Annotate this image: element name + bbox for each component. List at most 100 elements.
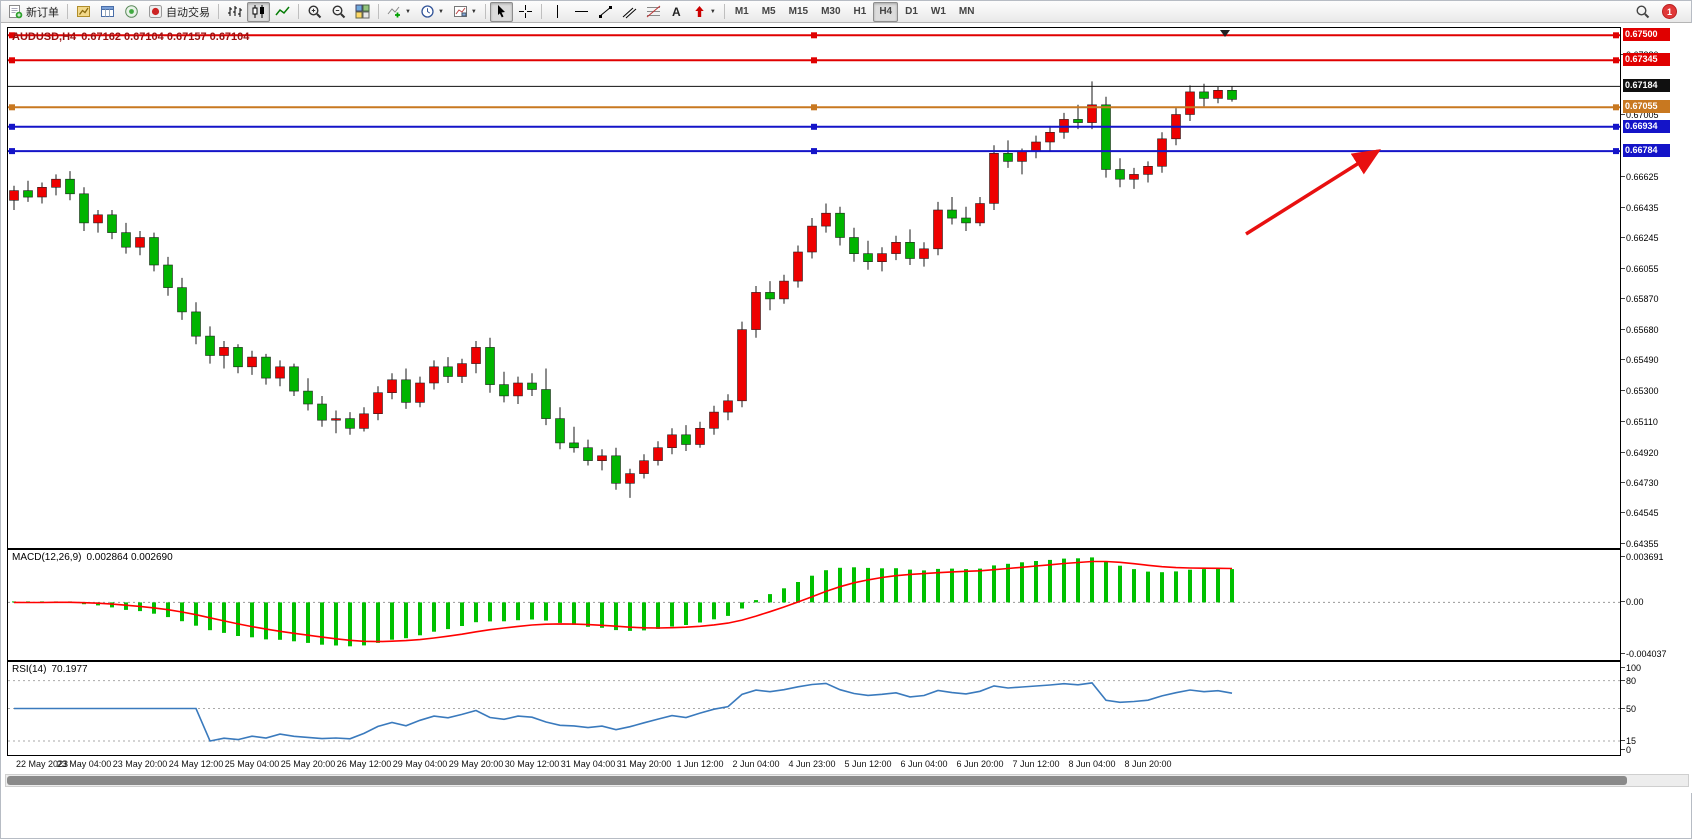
candle — [975, 197, 985, 227]
line-handle[interactable] — [811, 57, 817, 64]
candle — [1031, 135, 1041, 159]
candle — [667, 428, 677, 455]
candle — [191, 302, 201, 345]
line-handle[interactable] — [1613, 123, 1619, 130]
timeframe-m5[interactable]: M5 — [761, 6, 776, 17]
autotrading-label: 自动交易 — [166, 6, 210, 19]
zoom-out-button[interactable] — [327, 2, 350, 22]
line-handle[interactable] — [1613, 104, 1619, 111]
candle — [807, 218, 817, 259]
horizontal-line[interactable] — [8, 57, 1620, 64]
notification-badge[interactable]: 1 — [1662, 4, 1677, 19]
market-watch-button[interactable] — [72, 2, 95, 22]
vertical-line-tool[interactable] — [546, 2, 569, 22]
candlestick-chart-button[interactable] — [247, 1, 270, 22]
price-line-label: 0.67500 — [1623, 28, 1670, 41]
line-handle[interactable] — [1613, 148, 1619, 155]
price-tick: 0.65490 — [1621, 355, 1659, 365]
candle — [1199, 83, 1209, 107]
macd-chart[interactable] — [8, 550, 1620, 660]
timeframe-m15[interactable]: M15 — [788, 6, 809, 17]
timeframe-m1[interactable]: M1 — [734, 6, 749, 17]
timeframe-mn[interactable]: MN — [958, 6, 975, 17]
periods-button[interactable]: ▼ — [416, 2, 448, 22]
candle — [751, 286, 761, 338]
trendline-tool[interactable] — [594, 2, 617, 22]
candle — [37, 182, 47, 204]
candle — [625, 468, 635, 498]
candle — [163, 256, 173, 296]
candle — [877, 247, 887, 272]
time-label: 22 May 2023 — [15, 759, 69, 769]
time-label: 6 Jun 04:00 — [900, 759, 948, 769]
candle — [1143, 161, 1153, 183]
arrows-tool[interactable]: ▼ — [688, 2, 720, 22]
line-handle[interactable] — [1613, 32, 1619, 39]
text-tool[interactable]: A — [666, 2, 687, 22]
rsi-axis-label: 80 — [1620, 676, 1637, 686]
candle — [541, 368, 551, 426]
line-handle[interactable] — [9, 123, 15, 130]
channel-tool[interactable] — [618, 2, 641, 22]
line-handle[interactable] — [811, 32, 817, 39]
cursor-button[interactable] — [489, 1, 513, 22]
data-window-button[interactable] — [96, 2, 119, 22]
macd-values: 0.002864 0.002690 — [86, 552, 173, 563]
indicators-button[interactable]: ▼ — [383, 2, 415, 22]
candle — [1045, 125, 1055, 152]
bar-chart-button[interactable] — [223, 2, 246, 22]
zoom-in-button[interactable] — [303, 2, 326, 22]
horizontal-line[interactable] — [8, 123, 1620, 130]
main-chart-panel: AUDUSD,H4 0.67162 0.67104 0.67157 0.67104 — [7, 27, 1621, 549]
annotation-arrow[interactable] — [1245, 149, 1381, 236]
time-label: 26 May 12:00 — [336, 759, 392, 769]
chart-title: AUDUSD,H4 0.67162 0.67104 0.67157 0.67104 — [12, 31, 254, 43]
time-label: 23 May 04:00 — [56, 759, 112, 769]
timeframe-group: M1 M5 M15 M30 H1 H4 D1 W1 MN — [729, 1, 981, 22]
line-handle[interactable] — [811, 123, 817, 130]
candle — [779, 274, 789, 304]
fibonacci-tool[interactable] — [642, 2, 665, 22]
candlestick-chart[interactable] — [8, 28, 1620, 548]
scrollbar-thumb[interactable] — [7, 776, 1627, 785]
timeframe-h4[interactable]: H4 — [873, 1, 899, 22]
candle — [219, 341, 229, 369]
search-button[interactable] — [1631, 2, 1654, 22]
timeframe-m30[interactable]: M30 — [821, 6, 841, 17]
candle — [1101, 96, 1111, 178]
line-handle[interactable] — [9, 104, 15, 111]
macd-title: MACD(12,26,9) 0.002864 0.002690 — [12, 552, 178, 563]
tile-windows-button[interactable] — [351, 2, 374, 22]
horizontal-line-tool[interactable] — [570, 2, 593, 22]
horizontal-line[interactable] — [8, 104, 1620, 111]
candle — [135, 231, 145, 256]
horizontal-line[interactable] — [8, 32, 1620, 39]
navigator-button[interactable] — [120, 2, 143, 22]
line-chart-button[interactable] — [271, 2, 294, 22]
line-handle[interactable] — [811, 148, 817, 155]
candle — [177, 277, 187, 320]
toolbar-separator — [378, 4, 379, 19]
line-handle[interactable] — [1613, 57, 1619, 64]
timeframe-h1[interactable]: H1 — [853, 6, 867, 17]
autotrading-button[interactable]: 自动交易 — [144, 2, 214, 22]
macd-axis-label: 0.003691 — [1621, 552, 1664, 562]
horizontal-scrollbar[interactable] — [5, 774, 1689, 787]
chart-shift-marker[interactable] — [1220, 30, 1230, 37]
templates-button[interactable]: ▼ — [449, 2, 481, 22]
horizontal-line[interactable] — [8, 148, 1620, 155]
line-handle[interactable] — [811, 104, 817, 111]
timeframe-w1[interactable]: W1 — [930, 6, 946, 17]
line-handle[interactable] — [9, 57, 15, 64]
timeframe-d1[interactable]: D1 — [905, 6, 918, 17]
ohlc-values: 0.67162 0.67104 0.67157 0.67104 — [81, 31, 250, 43]
line-handle[interactable] — [9, 32, 15, 39]
toolbar-separator — [67, 4, 68, 19]
crosshair-button[interactable] — [514, 2, 537, 22]
candle — [1227, 86, 1237, 102]
rsi-chart[interactable] — [8, 662, 1620, 755]
time-label: 4 Jun 23:00 — [788, 759, 836, 769]
new-order-button[interactable]: 新订单 — [4, 2, 63, 22]
text-icon: A — [672, 4, 681, 19]
line-handle[interactable] — [9, 148, 15, 155]
